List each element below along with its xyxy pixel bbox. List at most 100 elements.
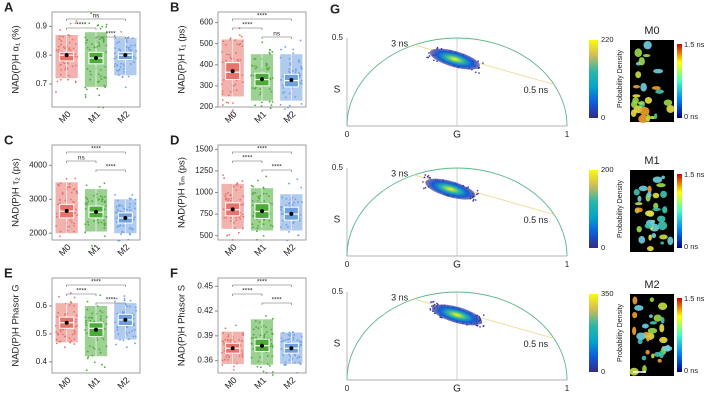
cell	[654, 113, 658, 119]
x-tick-label: M0	[223, 375, 239, 391]
jitter-dot	[98, 80, 100, 83]
jitter-dot	[134, 306, 137, 309]
x-tick-label: 1	[565, 384, 570, 393]
jitter-dot	[58, 199, 61, 202]
jitter-dot	[132, 335, 135, 338]
x-tick-label: M2	[116, 375, 132, 391]
cell	[644, 223, 653, 229]
significance-bracket	[261, 302, 292, 305]
mean	[289, 346, 294, 351]
jitter-dot	[68, 47, 71, 49]
jitter-dot	[85, 203, 88, 206]
jitter-dot	[134, 328, 136, 331]
jitter-dot	[287, 333, 290, 336]
jitter-dot	[73, 296, 76, 299]
jitter-dot	[288, 68, 291, 71]
jitter-dot	[99, 351, 102, 354]
jitter-dot	[132, 313, 135, 316]
jitter-dot	[55, 91, 57, 93]
jitter-dot	[227, 199, 229, 202]
jitter-dot	[114, 193, 117, 196]
jitter-dot	[225, 216, 228, 219]
y-tick-label: 0.36	[197, 356, 213, 365]
jitter-dot	[252, 192, 255, 194]
jitter-dot	[116, 208, 119, 211]
cell	[647, 185, 652, 194]
jitter-dot	[242, 215, 245, 218]
jitter-dot	[241, 45, 244, 48]
y-tick-label: 1500	[195, 144, 213, 153]
jitter-dot	[228, 53, 231, 56]
jitter-dot	[279, 56, 282, 59]
jitter-dot	[99, 27, 102, 30]
cell	[652, 192, 660, 199]
jitter-dot	[300, 335, 303, 338]
jitter-dot	[98, 94, 101, 97]
jitter-dot	[262, 370, 265, 373]
jitter-dot	[229, 90, 232, 93]
jitter-dot	[88, 345, 91, 348]
cell	[644, 97, 653, 104]
jitter-dot	[252, 328, 255, 331]
jitter-dot	[58, 235, 61, 238]
y-axis-label: NAD(P)H τ₁ (ps)	[177, 25, 188, 93]
jitter-dot	[260, 105, 263, 108]
jitter-dot	[262, 192, 265, 195]
jitter-dot	[74, 187, 76, 190]
jitter-dot	[134, 335, 137, 338]
jitter-dot	[270, 90, 273, 93]
cell	[642, 365, 647, 374]
jitter-dot	[104, 195, 106, 198]
x-tick-label: 0	[345, 130, 350, 139]
jitter-dot	[55, 212, 58, 215]
jitter-dot	[101, 196, 104, 199]
jitter-dot	[72, 188, 75, 191]
x-axis-label: G	[453, 384, 461, 395]
jitter-dot	[280, 208, 282, 210]
jitter-dot	[234, 39, 237, 41]
jitter-dot	[300, 79, 303, 82]
x-tick-label: 1	[565, 260, 570, 269]
jitter-dot	[103, 366, 106, 369]
jitter-dot	[73, 224, 75, 227]
jitter-dot	[284, 339, 287, 342]
jitter-dot	[252, 336, 255, 339]
jitter-dot	[104, 65, 107, 68]
jitter-dot	[103, 208, 106, 211]
jitter-dot	[103, 182, 106, 185]
lifetime-colorbar	[677, 44, 682, 118]
jitter-dot	[238, 355, 241, 357]
jitter-dot	[115, 297, 118, 300]
jitter-dot	[300, 343, 302, 346]
jitter-dot	[254, 320, 257, 322]
jitter-dot	[233, 185, 235, 188]
significance-label: ****	[272, 297, 283, 304]
jitter-dot	[282, 75, 285, 78]
jitter-dot	[133, 216, 136, 219]
jitter-dot	[84, 36, 87, 39]
jitter-dot	[88, 48, 91, 51]
jitter-dot	[99, 310, 102, 312]
cell	[659, 336, 668, 344]
jitter-dot	[120, 30, 123, 33]
significance-bracket	[66, 293, 97, 296]
cell	[653, 202, 659, 210]
jitter-dot	[224, 327, 227, 330]
jitter-dot	[231, 109, 234, 112]
y-tick-label: 0.5	[36, 329, 48, 338]
mean	[94, 327, 98, 332]
jitter-dot	[131, 193, 134, 196]
jitter-dot	[262, 187, 265, 190]
jitter-dot	[59, 29, 62, 31]
jitter-dot	[101, 363, 103, 366]
jitter-dot	[288, 57, 291, 60]
jitter-dot	[126, 305, 128, 308]
jitter-dot	[265, 62, 268, 65]
jitter-dot	[133, 61, 135, 64]
jitter-dot	[256, 238, 258, 241]
jitter-dot	[67, 74, 70, 77]
jitter-dot	[68, 304, 71, 307]
x-tick-label: M1	[86, 375, 102, 391]
jitter-dot	[230, 194, 232, 197]
jitter-dot	[221, 90, 224, 93]
